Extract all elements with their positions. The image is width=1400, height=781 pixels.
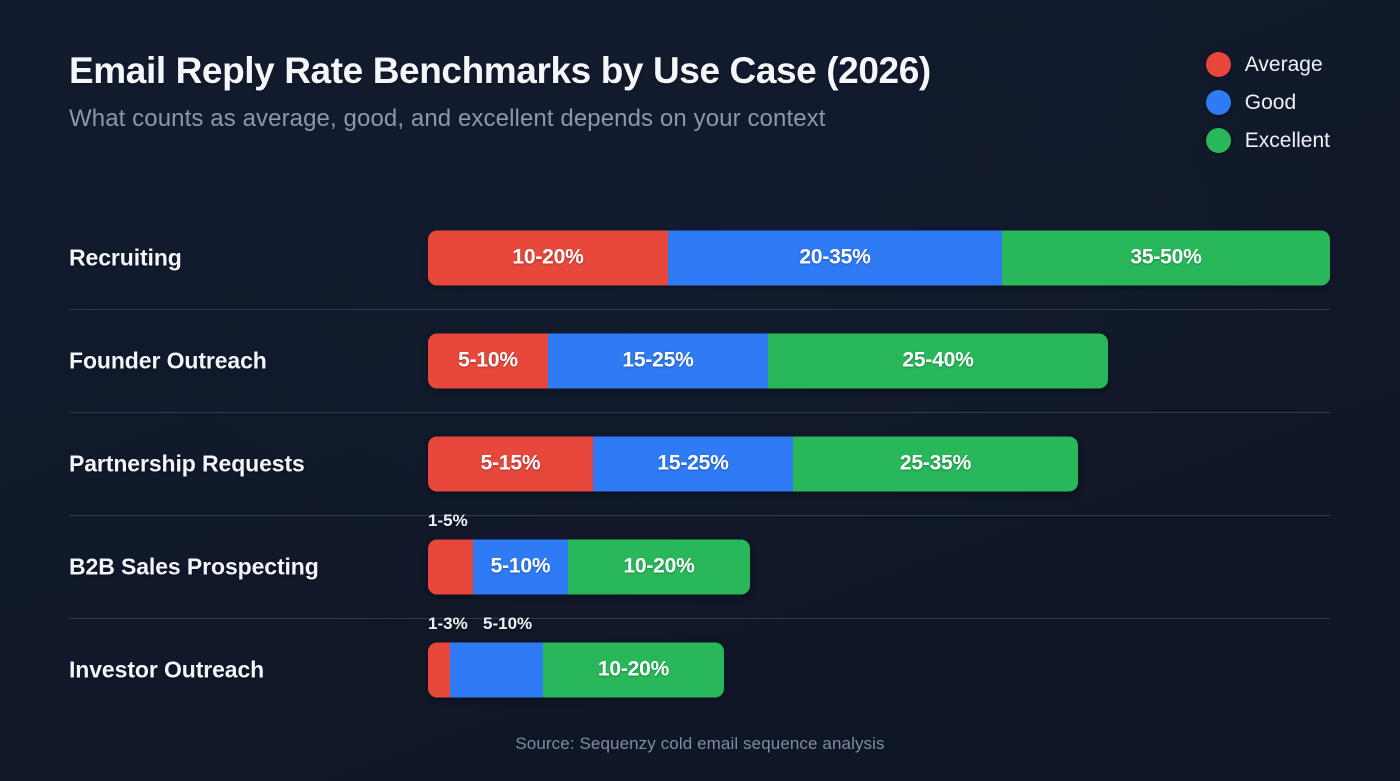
stacked-bar[interactable]: 5-10% 10-20% [428,539,750,594]
bar-segment-label: 5-10% [490,554,551,578]
row-separator [69,618,1330,619]
legend-swatch-average-icon [1205,52,1231,77]
legend-swatch-good-icon [1205,90,1231,115]
bar-segment-label: 15-25% [657,451,729,475]
chart-row: Investor Outreach 10-20% 1-3% 5-10% [0,614,1400,721]
bar-segment-label: 10-20% [597,657,670,681]
bar-segment-average[interactable] [428,539,473,594]
stacked-bar[interactable]: 10-20% [428,642,724,697]
stacked-bar[interactable]: 5-15% 15-25% 25-35% [428,436,1078,491]
chart-header: Email Reply Rate Benchmarks by Use Case … [69,50,931,133]
bar-segment-label: 25-40% [902,348,974,372]
bar-segment-average[interactable]: 5-10% [428,333,548,388]
bar-segment-good[interactable]: 20-35% [668,230,1002,285]
chart-row: Recruiting 10-20% 20-35% 35-50% [0,206,1400,309]
row-category-label: B2B Sales Prospecting [69,553,319,579]
bar-outside-label: 1-3% [428,613,468,633]
bar-segment-good[interactable]: 15-25% [548,333,768,388]
bar-segment-excellent[interactable]: 10-20% [543,642,724,697]
chart-rows: Recruiting 10-20% 20-35% 35-50% Founder Outr… [0,206,1400,721]
bar-segment-label: 20-35% [799,245,871,269]
bar-segment-label: 35-50% [1130,245,1202,269]
row-category-label: Investor Outreach [69,656,265,682]
row-category-label: Recruiting [69,244,182,270]
chart-row: Founder Outreach 5-10% 15-25% 25-40% [0,309,1400,412]
bar-segment-average[interactable]: 10-20% [428,230,668,285]
row-category-label: Founder Outreach [69,347,267,373]
bar-segment-label: 25-35% [899,451,972,475]
chart-legend: Average Good Excellent [1205,52,1330,153]
bar-segment-label: 15-25% [622,348,694,372]
bar-segment-good[interactable]: 5-10% [473,539,568,594]
row-separator [69,515,1330,516]
stacked-bar[interactable]: 10-20% 20-35% 35-50% [428,230,1330,285]
stacked-bar[interactable]: 5-10% 15-25% 25-40% [428,333,1108,388]
chart-source-note: Source: Sequenzy cold email sequence ana… [515,734,885,753]
bar-outside-label: 1-5% [428,510,468,530]
bar-segment-excellent[interactable]: 25-35% [793,436,1078,491]
bar-segment-good[interactable]: 15-25% [593,436,793,491]
bar-segment-excellent[interactable]: 10-20% [568,539,750,594]
bar-segment-label: 5-10% [458,348,518,372]
chart-title: Email Reply Rate Benchmarks by Use Case … [69,50,931,91]
bar-segment-excellent[interactable]: 25-40% [768,333,1108,388]
legend-label: Excellent [1244,128,1330,152]
chart-row: B2B Sales Prospecting 5-10% 10-20% 1-5% [0,511,1400,618]
legend-swatch-excellent-icon [1205,128,1231,153]
row-separator [69,309,1330,310]
chart-subtitle: What counts as average, good, and excell… [69,105,826,132]
row-category-label: Partnership Requests [69,450,305,476]
bar-segment-label: 10-20% [512,245,584,269]
legend-label: Good [1244,90,1297,114]
legend-label: Average [1244,52,1323,76]
bar-segment-good[interactable] [450,642,543,697]
row-separator [69,412,1330,413]
legend-item-good[interactable]: Good [1205,90,1297,115]
bar-segment-average[interactable] [428,642,450,697]
bar-outside-label: 5-10% [483,613,533,633]
chart-row: Partnership Requests 5-15% 15-25% 25-35% [0,412,1400,515]
bar-segment-label: 5-15% [480,451,541,475]
legend-item-average[interactable]: Average [1205,52,1323,77]
bar-segment-excellent[interactable]: 35-50% [1002,230,1330,285]
bar-segment-label: 10-20% [623,554,695,578]
bar-segment-average[interactable]: 5-15% [428,436,593,491]
legend-item-excellent[interactable]: Excellent [1205,128,1330,153]
